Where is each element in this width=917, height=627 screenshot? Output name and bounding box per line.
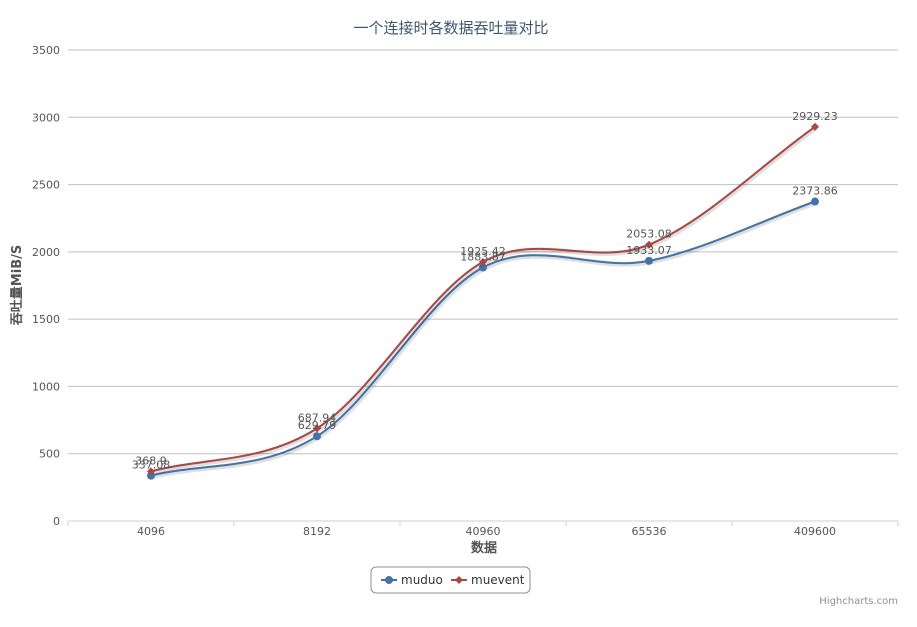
data-point-muduo	[313, 432, 321, 441]
data-label-muevent: 2929.23	[792, 110, 838, 123]
data-point-muduo	[147, 471, 155, 480]
data-point-muduo	[479, 263, 487, 272]
legend-marker-muduo	[385, 576, 393, 584]
data-label-muduo: 337.08	[132, 459, 171, 472]
x-tick-label: 8192	[303, 525, 331, 538]
x-axis-title: 数据	[471, 540, 497, 556]
x-tick-label: 4096	[137, 525, 165, 538]
data-label-muevent: 2053.08	[626, 228, 672, 241]
data-label-muevent: 1925.42	[460, 245, 506, 258]
x-tick-label: 409600	[794, 525, 836, 538]
data-label-muevent: 368.9	[135, 454, 167, 467]
y-tick-label: 3500	[32, 44, 60, 57]
data-label-muevent: 687.94	[298, 411, 337, 424]
y-tick-label: 2500	[32, 179, 60, 192]
gridlines	[68, 49, 898, 522]
data-point-muduo	[811, 197, 819, 206]
data-point-muevent	[645, 240, 653, 249]
y-tick-label: 3000	[32, 111, 60, 124]
data-point-muduo	[645, 256, 653, 265]
x-axis: 4096 8192 40960 65536 409600	[67, 520, 899, 538]
y-tick-label: 1500	[32, 313, 60, 326]
y-axis-title: 吞吐量MiB/S	[9, 245, 25, 325]
data-label-muduo: 1933.07	[626, 244, 672, 257]
data-point-muevent	[811, 122, 819, 131]
series-shadow-muduo	[151, 200, 817, 480]
legend-item-muduo[interactable]: muduo	[381, 573, 443, 587]
legend-box	[370, 566, 531, 594]
series-layer	[147, 122, 819, 480]
data-label-muduo: 2373.86	[792, 185, 838, 198]
legend-label-muduo: muduo	[401, 573, 443, 587]
y-tick-label: 1000	[32, 380, 60, 393]
data-point-muevent	[147, 467, 155, 476]
series-line-muevent	[150, 125, 816, 473]
data-labels: 337.08 629.79 1883.87 1933.07 2373.86 368.9 68…	[132, 110, 838, 472]
data-label-muduo: 629.79	[298, 419, 337, 432]
y-tick-label: 500	[39, 448, 60, 461]
legend-label-muevent: muevent	[471, 573, 525, 587]
y-axis-ticks: 0 500 1000 1500 2000 2500 3000 3500	[32, 44, 60, 528]
x-tick-label: 65536	[632, 525, 667, 538]
data-point-muevent	[479, 257, 487, 266]
chart-title: 一个连接时各数据吞吐量对比	[353, 19, 548, 37]
series-shadow-muevent	[151, 125, 818, 475]
y-tick-label: 0	[53, 515, 60, 528]
legend-item-muevent[interactable]: muevent	[451, 573, 525, 587]
y-tick-label: 2000	[32, 246, 60, 259]
credits-link[interactable]: Highcharts.com	[819, 596, 898, 607]
legend[interactable]: muduo muevent	[370, 566, 531, 594]
legend-marker-muevent	[455, 576, 463, 584]
data-point-muevent	[313, 424, 321, 433]
x-tick-label: 40960	[466, 525, 501, 538]
data-label-muduo: 1883.87	[460, 250, 506, 263]
